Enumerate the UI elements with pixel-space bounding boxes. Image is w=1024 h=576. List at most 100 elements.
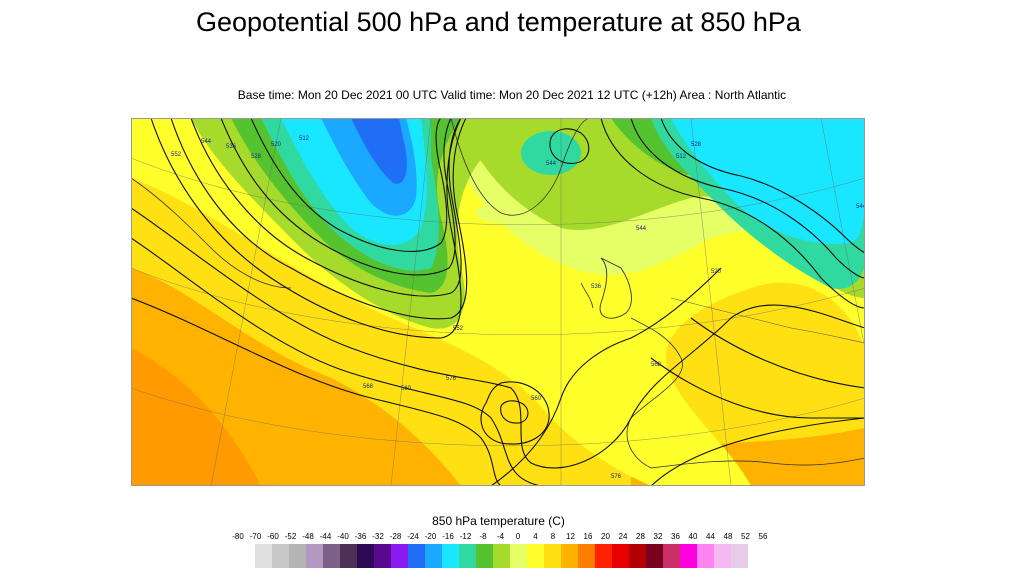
legend-color-bar (255, 544, 748, 568)
legend-tick-label: -60 (267, 532, 279, 541)
legend-swatch (442, 544, 459, 568)
legend-tick-label: -8 (479, 532, 487, 541)
legend-tick-label: 28 (636, 532, 645, 541)
legend-swatch (578, 544, 595, 568)
legend-swatch (680, 544, 697, 568)
contour-label: 528 (251, 154, 262, 160)
legend-swatch (408, 544, 425, 568)
contour-label: 512 (676, 154, 687, 160)
legend-swatch (459, 544, 476, 568)
legend-tick-label: -44 (319, 532, 332, 541)
contour-labels: 512 520 528 536 544 552 560 568 576 560 … (171, 136, 865, 480)
legend-swatch (595, 544, 612, 568)
legend-tick-label: 16 (583, 532, 593, 541)
legend-tick-label: 8 (550, 532, 556, 541)
legend-tick-label: 12 (566, 532, 575, 541)
legend-swatch (493, 544, 510, 568)
legend-swatch (663, 544, 680, 568)
geopotential-contours (131, 118, 865, 486)
contour-label: 544 (201, 139, 212, 145)
legend-tick-label: -52 (284, 532, 297, 541)
weather-map-svg: 512 520 528 536 544 552 560 568 576 560 … (131, 118, 865, 486)
legend-swatch (357, 544, 374, 568)
legend-tick-label: 40 (688, 532, 698, 541)
british-isles-coast (599, 257, 632, 319)
legend-tick-label: 44 (706, 532, 715, 541)
legend-swatch (544, 544, 561, 568)
legend-swatch (510, 544, 527, 568)
contour-label: 552 (171, 152, 182, 158)
legend-swatch (391, 544, 408, 568)
contour-label: 552 (453, 326, 464, 332)
map-subtitle: Base time: Mon 20 Dec 2021 00 UTC Valid … (237, 88, 787, 102)
contour-label: 576 (446, 376, 457, 382)
legend-tick-label: -40 (337, 532, 349, 541)
greenland-coast (450, 118, 592, 216)
contour-label: 536 (591, 284, 602, 290)
legend-swatch (374, 544, 391, 568)
legend-tick-label: 20 (601, 532, 610, 541)
legend-swatch (323, 544, 340, 568)
legend-swatch (425, 544, 442, 568)
contour-label: 536 (226, 144, 237, 150)
contour-label: 520 (271, 142, 282, 148)
legend-swatch (714, 544, 731, 568)
deep-blue-west (351, 118, 407, 184)
legend-tick-label: -70 (249, 532, 262, 541)
hot-region-southwest (131, 348, 261, 486)
legend-tick-label: 24 (618, 532, 628, 541)
contour-label: 576 (611, 474, 622, 480)
legend-swatch (306, 544, 323, 568)
legend-tick-label: -80 (232, 532, 244, 541)
legend-swatch (629, 544, 646, 568)
contour-label: 568 (651, 362, 662, 368)
legend-swatch (476, 544, 493, 568)
teal-patch-north (521, 131, 581, 175)
legend-tick-label: -48 (302, 532, 314, 541)
legend-tick-label: 36 (671, 532, 680, 541)
legend-tick-label: -16 (442, 532, 454, 541)
legend-ticks: -80 -70 -60 -52 -48 -44 -40 -36 -32 -28 -24 -20 -16-… (230, 532, 770, 544)
legend-swatch (255, 544, 272, 568)
legend-tick-label: 52 (741, 532, 750, 541)
legend-tick-label: -36 (354, 532, 367, 541)
legend-tick-label: 4 (533, 532, 538, 541)
legend-tick-label: 48 (723, 532, 733, 541)
contour-label: 544 (546, 161, 557, 167)
legend-swatch (289, 544, 306, 568)
africa-coast (650, 457, 865, 469)
legend-swatch (272, 544, 289, 568)
legend-swatch (731, 544, 748, 568)
legend-swatch (697, 544, 714, 568)
legend-tick-label: 56 (758, 532, 768, 541)
legend-tick-label: -32 (372, 532, 384, 541)
contour-label: 544 (856, 204, 865, 210)
contour-label: 568 (363, 384, 374, 390)
north-america-coast (131, 177, 292, 289)
legend-swatch (561, 544, 578, 568)
weather-map: 512 520 528 536 544 552 560 568 576 560 … (131, 118, 865, 486)
legend-tick-label: -4 (496, 532, 505, 541)
map-border (131, 118, 865, 486)
map-title: Geopotential 500 hPa and temperature at … (196, 7, 801, 37)
contour-label: 560 (531, 396, 542, 402)
contour-label: 528 (691, 142, 702, 148)
legend-tick-label: 32 (653, 532, 663, 541)
legend-tick-label: -28 (389, 532, 402, 541)
legend-tick-label: -20 (424, 532, 437, 541)
contour-label: 560 (401, 386, 412, 392)
legend-swatch (646, 544, 663, 568)
ireland-coast (580, 282, 594, 309)
legend-tick-label: 0 (515, 532, 521, 541)
legend-swatch (340, 544, 357, 568)
legend-swatch (612, 544, 629, 568)
graticule (131, 118, 865, 486)
europe-coast (626, 317, 683, 469)
contour-label: 544 (636, 226, 647, 232)
contour-label: 512 (299, 136, 310, 142)
scandinavia-coast (670, 297, 865, 344)
contour-label: 520 (711, 269, 722, 275)
legend-tick-label: -24 (407, 532, 419, 541)
legend-title: 850 hPa temperature (C) (432, 514, 565, 528)
legend-swatch (527, 544, 544, 568)
